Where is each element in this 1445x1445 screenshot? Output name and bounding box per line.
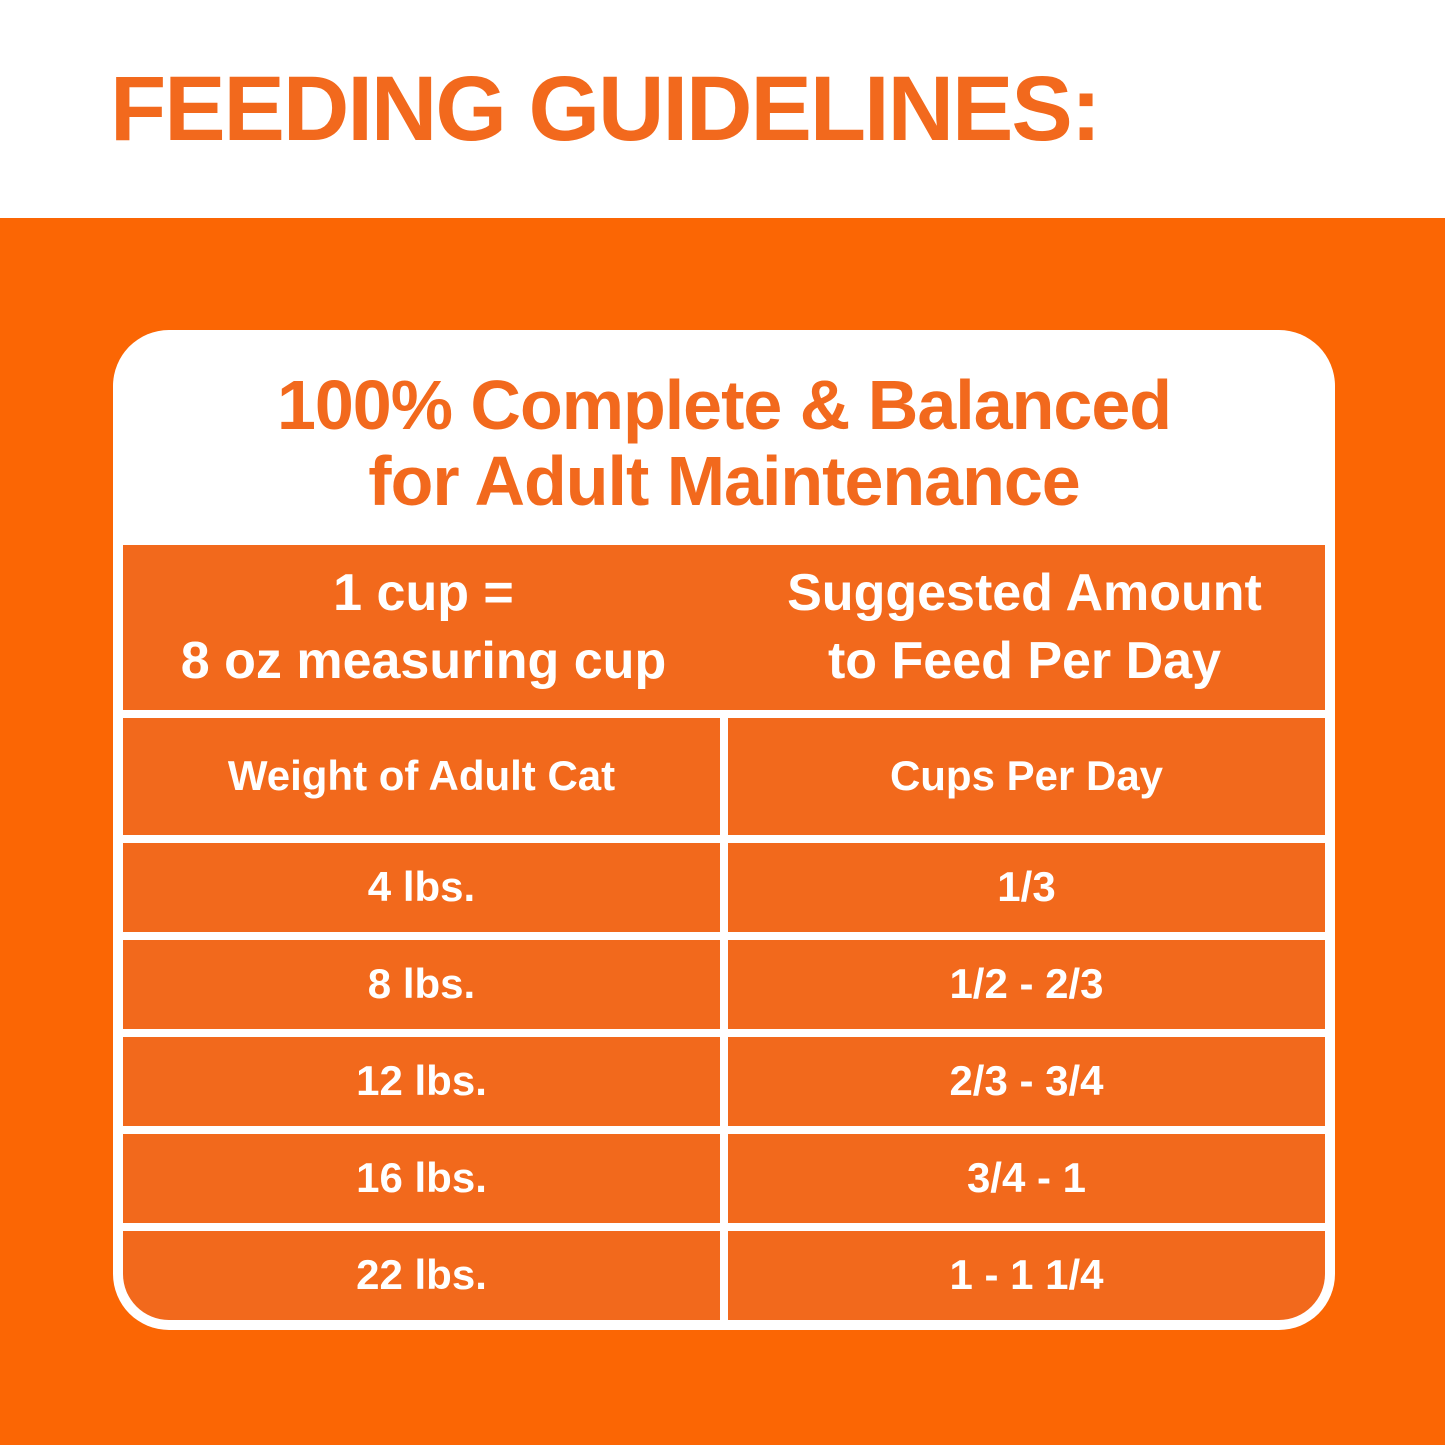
weight-cell: 12 lbs. xyxy=(123,1037,720,1126)
weight-cell: 16 lbs. xyxy=(123,1134,720,1223)
table-row: 16 lbs. 3/4 - 1 xyxy=(123,1134,1325,1223)
cup-definition-line2: 8 oz measuring cup xyxy=(180,631,667,690)
table-row: 4 lbs. 1/3 xyxy=(123,843,1325,932)
table-row: 22 lbs. 1 - 1 1/4 xyxy=(123,1231,1325,1320)
table-row: 8 lbs. 1/2 - 2/3 xyxy=(123,940,1325,1029)
weight-cell: 22 lbs. xyxy=(123,1231,720,1320)
card-title-line2: for Adult Maintenance xyxy=(368,441,1080,520)
suggested-amount-line1: Suggested Amount xyxy=(787,563,1262,622)
feeding-card: 100% Complete & Balanced for Adult Maint… xyxy=(113,330,1335,1330)
page-title: FEEDING GUIDELINES: xyxy=(110,57,1101,160)
column-header-weight: Weight of Adult Cat xyxy=(123,718,720,835)
cups-cell: 2/3 - 3/4 xyxy=(728,1037,1325,1126)
weight-cell: 8 lbs. xyxy=(123,940,720,1029)
cups-cell: 3/4 - 1 xyxy=(728,1134,1325,1223)
header-cell-suggested-amount: Suggested Amount to Feed Per Day xyxy=(724,545,1325,710)
card-title: 100% Complete & Balanced for Adult Maint… xyxy=(123,340,1325,545)
column-header-cups: Cups Per Day xyxy=(728,718,1325,835)
cups-cell: 1/2 - 2/3 xyxy=(728,940,1325,1029)
cups-cell: 1 - 1 1/4 xyxy=(728,1231,1325,1320)
cups-cell: 1/3 xyxy=(728,843,1325,932)
weight-cell: 4 lbs. xyxy=(123,843,720,932)
table-header-row: 1 cup = 8 oz measuring cup Suggested Amo… xyxy=(123,545,1325,710)
table-column-header-row: Weight of Adult Cat Cups Per Day xyxy=(123,718,1325,835)
feeding-table: 1 cup = 8 oz measuring cup Suggested Amo… xyxy=(123,545,1325,1320)
card-title-line1: 100% Complete & Balanced xyxy=(276,365,1172,444)
top-banner: FEEDING GUIDELINES: xyxy=(0,0,1445,218)
table-row: 12 lbs. 2/3 - 3/4 xyxy=(123,1037,1325,1126)
cup-definition-line1: 1 cup = xyxy=(333,563,514,622)
header-cell-cup-definition: 1 cup = 8 oz measuring cup xyxy=(123,545,724,710)
suggested-amount-line2: to Feed Per Day xyxy=(827,631,1222,690)
